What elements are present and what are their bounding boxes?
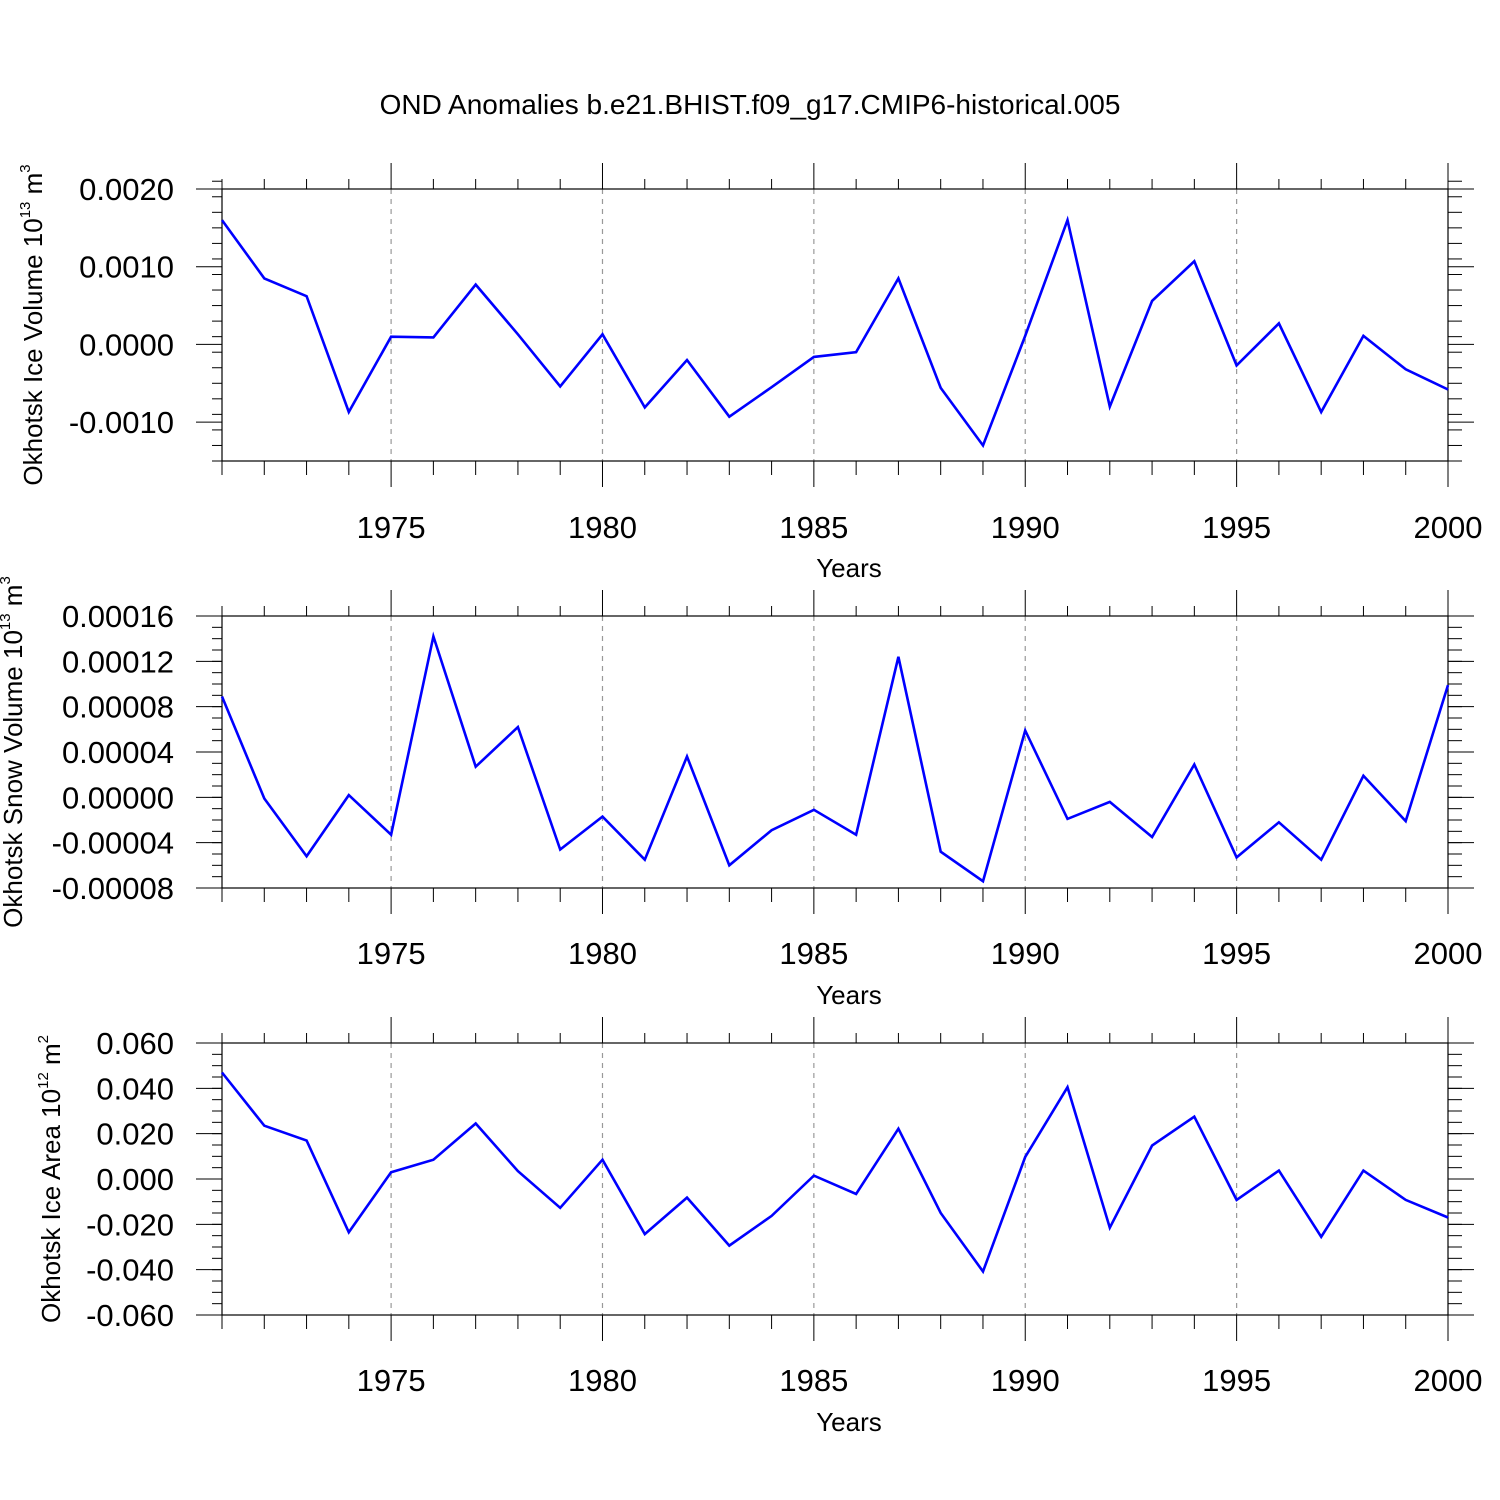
- plot-frame: [221, 615, 1449, 889]
- x-tick-label: 2000: [1414, 510, 1483, 545]
- panel-3: -0.060 -0.040 -0.020 0.000 0.020 0.040 0.060 19…: [35, 1017, 1482, 1437]
- x-tick-label: 1995: [1202, 1363, 1271, 1398]
- plot-frame: [221, 188, 1449, 462]
- y-tick-label: 0.00016: [62, 599, 174, 634]
- x-axis-title: Years: [816, 980, 882, 1010]
- series-line-1: [220, 631, 1450, 884]
- x-tick-label: 1990: [991, 1363, 1060, 1398]
- x-tick-label: 1975: [357, 936, 426, 971]
- y-tick-label: 0.060: [96, 1026, 174, 1061]
- x-tick-label: 1980: [568, 510, 637, 545]
- y-tick-label: -0.00004: [52, 826, 174, 861]
- y-tick-label: 0.040: [96, 1071, 174, 1106]
- y-tick-label: -0.060: [86, 1298, 174, 1333]
- x-axis-title: Years: [816, 553, 882, 583]
- x-tick-label: 1985: [779, 510, 848, 545]
- series-line-1: [220, 215, 1449, 449]
- y-tick-label: -0.0010: [69, 405, 174, 440]
- y-tick-label: 0.00008: [62, 690, 174, 725]
- x-tick-label: 2000: [1414, 936, 1483, 971]
- x-tick-label: 1990: [991, 510, 1060, 545]
- y-tick-label: -0.00008: [52, 871, 174, 906]
- x-tick-label: 1990: [991, 936, 1060, 971]
- y-tick-label: 0.00000: [62, 780, 174, 815]
- x-tick-label: 1995: [1202, 510, 1271, 545]
- y-tick-label: 0.020: [96, 1117, 174, 1152]
- x-axis-title: Years: [816, 1407, 882, 1437]
- panels: -0.0010 0.0000 0.0010 0.0020 1975 1980 1985 199…: [0, 163, 1482, 1437]
- x-tick-label: 1980: [568, 1363, 637, 1398]
- y-tick-label: -0.020: [86, 1207, 174, 1242]
- x-tick-label: 2000: [1414, 1363, 1483, 1398]
- x-tick-label: 1975: [357, 510, 426, 545]
- figure-title: OND Anomalies b.e21.BHIST.f09_g17.CMIP6-…: [380, 89, 1121, 120]
- panel-2: -0.00008 -0.00004 0.00000 0.00004 0.00008 0.0…: [0, 576, 1482, 1010]
- y-tick-label: 0.00004: [62, 735, 174, 770]
- x-tick-label: 1985: [779, 1363, 848, 1398]
- x-tick-label: 1985: [779, 936, 848, 971]
- y-tick-label: 0.0020: [79, 172, 174, 207]
- x-tick-label: 1980: [568, 936, 637, 971]
- y-tick-label: 0.0000: [79, 327, 174, 362]
- panel-1: -0.0010 0.0000 0.0010 0.0020 1975 1980 1985 199…: [17, 163, 1482, 583]
- y-tick-label: -0.040: [86, 1253, 174, 1288]
- y-axis-title: Okhotsk Ice Volume 1013 m3: [17, 164, 48, 485]
- x-tick-label: 1995: [1202, 936, 1271, 971]
- y-axis-title: Okhotsk Snow Volume 1013 m3: [0, 576, 28, 928]
- y-tick-label: 0.00012: [62, 644, 174, 679]
- y-axis-title: Okhotsk Ice Area 1012 m2: [35, 1035, 66, 1323]
- x-tick-label: 1975: [357, 1363, 426, 1398]
- plot-frame: [221, 1042, 1449, 1316]
- y-tick-label: 0.000: [96, 1162, 174, 1197]
- series-line-1: [220, 1071, 1449, 1275]
- y-tick-label: 0.0010: [79, 250, 174, 285]
